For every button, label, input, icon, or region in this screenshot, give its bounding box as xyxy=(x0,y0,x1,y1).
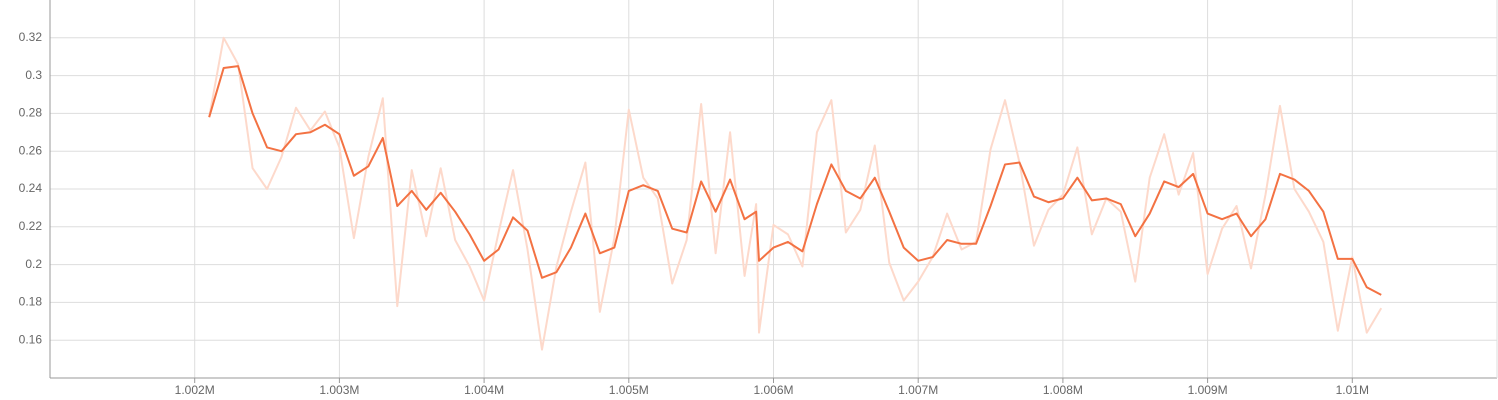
y-tick-label: 0.16 xyxy=(19,332,43,346)
x-tick-label: 1.003M xyxy=(319,383,359,397)
x-tick-label: 1.01M xyxy=(1336,383,1369,397)
y-tick-label: 0.2 xyxy=(25,257,42,271)
series-line xyxy=(208,65,1382,296)
y-tick-label: 0.22 xyxy=(19,219,43,233)
x-tick-label: 1.006M xyxy=(753,383,793,397)
y-tick-label: 0.32 xyxy=(19,30,43,44)
x-tick-label: 1.008M xyxy=(1043,383,1083,397)
x-tick-label: 1.009M xyxy=(1188,383,1228,397)
y-tick-label: 0.28 xyxy=(19,106,43,120)
y-tick-label: 0.18 xyxy=(19,295,43,309)
y-tick-label: 0.26 xyxy=(19,143,43,157)
x-tick-label: 1.004M xyxy=(464,383,504,397)
series-line xyxy=(208,36,1383,351)
y-tick-label: 0.24 xyxy=(19,181,43,195)
x-tick-label: 1.002M xyxy=(175,383,215,397)
x-tick-label: 1.007M xyxy=(898,383,938,397)
x-tick-label: 1.005M xyxy=(609,383,649,397)
y-tick-label: 0.3 xyxy=(25,68,42,82)
